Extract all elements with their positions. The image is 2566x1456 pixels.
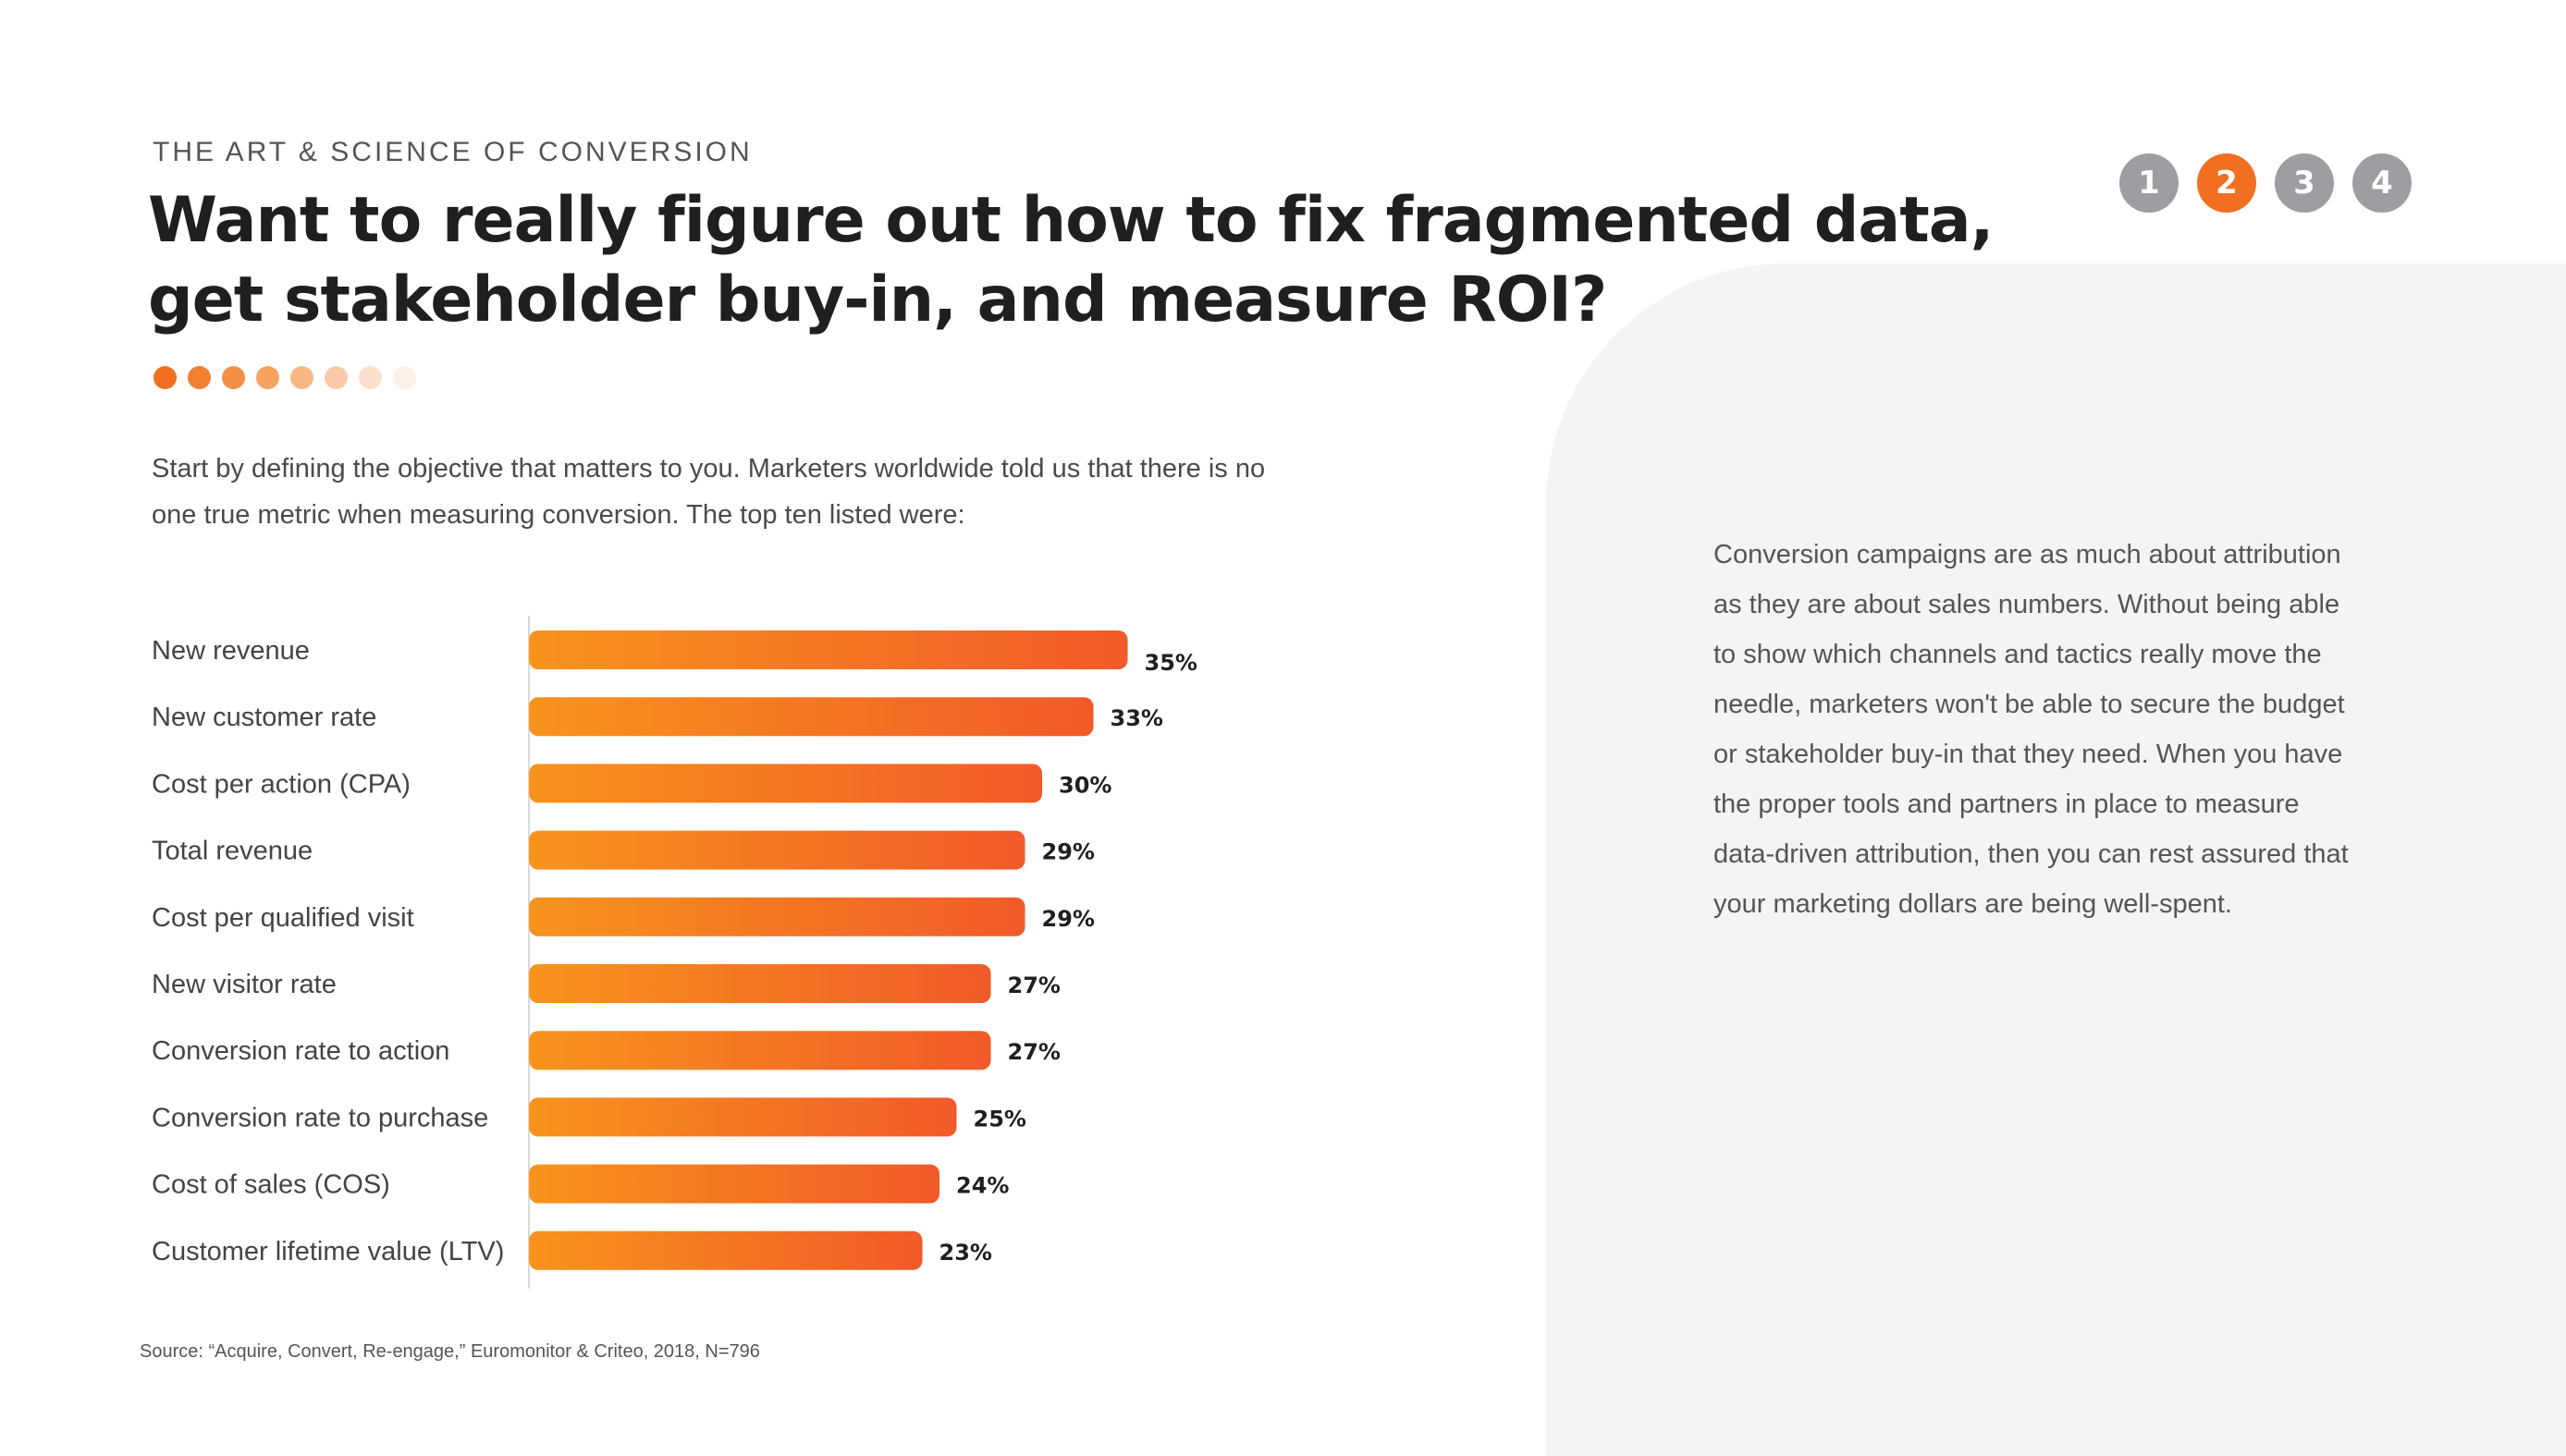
side-paragraph: Conversion campaigns are as much about a… <box>1713 530 2416 929</box>
chart-value-label: 25% <box>974 1106 1026 1132</box>
chart-bar <box>529 1164 939 1204</box>
chart-category-label: Cost per qualified visit <box>152 903 414 933</box>
page-button-2[interactable]: 2 <box>2197 153 2256 213</box>
chart-bar <box>529 897 1025 936</box>
chart-category-label: Total revenue <box>152 837 313 866</box>
page-title-line-2: get stakeholder buy-in, and measure ROI? <box>148 263 1607 336</box>
side-panel-background <box>1546 263 2566 1456</box>
page-title: Want to really figure out how to fix fra… <box>148 181 1995 340</box>
chart-category-label: Cost per action (CPA) <box>152 769 411 799</box>
side-paragraph-line: your marketing dollars are being well-sp… <box>1713 889 2232 919</box>
intro-paragraph: Start by defining the objective that mat… <box>152 446 1372 538</box>
page-button-1[interactable]: 1 <box>2119 153 2179 213</box>
chart-bar <box>529 697 1094 737</box>
chart-category-label: Conversion rate to action <box>152 1036 449 1066</box>
page-title-line-1: Want to really figure out how to fix fra… <box>148 184 1995 257</box>
chart-category-label: Cost of sales (COS) <box>152 1170 390 1200</box>
chart-value-label: 33% <box>1111 705 1163 731</box>
chart-bar <box>529 964 991 1003</box>
chart-bar <box>529 1097 957 1137</box>
intro-line-2: one true metric when measuring conversio… <box>152 500 965 530</box>
page-button-3[interactable]: 3 <box>2275 153 2334 213</box>
side-paragraph-line: needle, marketers won't be able to secur… <box>1713 690 2345 719</box>
page-button-4[interactable]: 4 <box>2352 153 2412 213</box>
intro-line-1: Start by defining the objective that mat… <box>152 454 1266 483</box>
decorative-dot <box>153 366 177 389</box>
chart-bar <box>529 1230 923 1270</box>
chart-category-label: Conversion rate to purchase <box>152 1103 488 1132</box>
decorative-dot <box>222 366 245 389</box>
decorative-dot <box>359 366 382 389</box>
decorative-dot <box>256 366 279 389</box>
chart-category-label: New visitor rate <box>152 970 337 999</box>
chart-value-label: 35% <box>1145 650 1197 676</box>
chart-value-label: 23% <box>939 1240 992 1266</box>
chart-value-label: 29% <box>1042 839 1095 865</box>
decorative-dot <box>393 366 416 389</box>
chart-value-label: 27% <box>1008 973 1061 998</box>
decorative-dot <box>290 366 313 389</box>
chart-value-label: 29% <box>1042 906 1095 932</box>
chart-category-label: New customer rate <box>152 703 376 732</box>
chart-value-label: 24% <box>956 1173 1009 1199</box>
side-paragraph-line: as they are about sales numbers. Without… <box>1713 590 2340 619</box>
source-citation: Source: “Acquire, Convert, Re-engage,” E… <box>140 1341 760 1362</box>
side-paragraph-line: data-driven attribution, then you can re… <box>1713 839 2349 869</box>
side-paragraph-line: the proper tools and partners in place t… <box>1713 789 2300 819</box>
side-panel-background-fill <box>1546 1313 2566 1456</box>
side-paragraph-line: to show which channels and tactics reall… <box>1713 640 2322 669</box>
decorative-dot <box>325 366 348 389</box>
chart-category-label: New revenue <box>152 636 310 666</box>
chart-bar <box>529 830 1025 870</box>
section-kicker: THE ART & SCIENCE OF CONVERSION <box>153 137 753 167</box>
chart-value-label: 30% <box>1059 772 1111 798</box>
chart-bar <box>529 764 1042 803</box>
chart-bar <box>529 1031 991 1071</box>
side-paragraph-line: or stakeholder buy-in that they need. Wh… <box>1713 740 2343 769</box>
side-paragraph-line: Conversion campaigns are as much about a… <box>1713 540 2341 569</box>
chart-category-label: Customer lifetime value (LTV) <box>152 1237 504 1266</box>
chart-value-label: 27% <box>1008 1039 1061 1065</box>
chart-bar <box>529 630 1128 669</box>
decorative-dot <box>188 366 211 389</box>
